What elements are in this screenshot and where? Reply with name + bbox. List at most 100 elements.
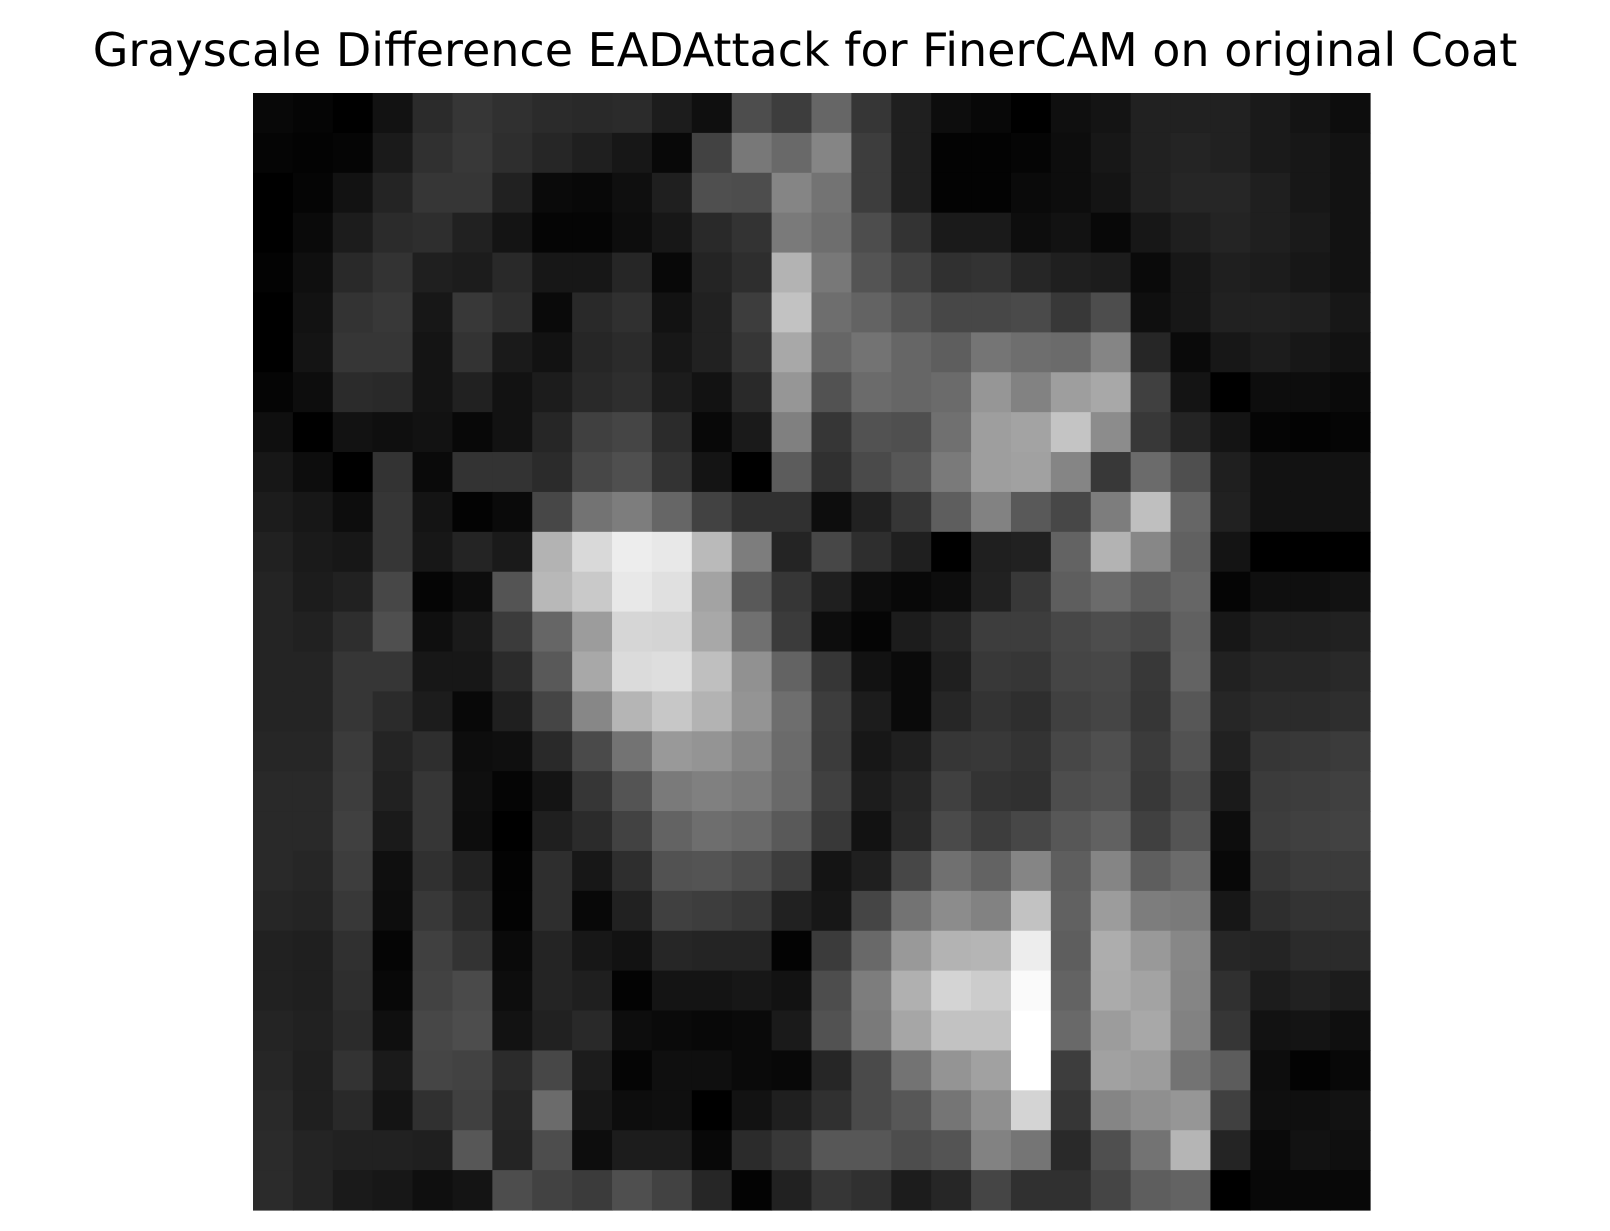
heatmap-cell	[692, 811, 732, 851]
heatmap-cell	[971, 452, 1011, 492]
heatmap-cell	[293, 771, 333, 811]
heatmap-cell	[1290, 1011, 1330, 1051]
heatmap-cell	[253, 532, 293, 572]
heatmap-cell	[931, 612, 971, 652]
heatmap-cell	[1210, 731, 1250, 771]
heatmap-cell	[293, 731, 333, 771]
heatmap-cell	[931, 731, 971, 771]
heatmap-cell	[253, 213, 293, 253]
heatmap-cell	[492, 1170, 532, 1210]
heatmap-cell	[1171, 412, 1211, 452]
heatmap-cell	[413, 133, 453, 173]
heatmap-cell	[452, 292, 492, 332]
heatmap-cell	[1051, 253, 1091, 293]
heatmap-cell	[812, 691, 852, 731]
heatmap-cell	[1051, 532, 1091, 572]
heatmap-cell	[1210, 213, 1250, 253]
heatmap-cell	[1051, 372, 1091, 412]
heatmap-cell	[492, 492, 532, 532]
heatmap-cell	[1131, 931, 1171, 971]
heatmap-cell	[772, 652, 812, 692]
heatmap-cell	[452, 652, 492, 692]
heatmap-cell	[891, 93, 931, 133]
heatmap-cell	[572, 133, 612, 173]
heatmap-cell	[1290, 731, 1330, 771]
heatmap-cell	[732, 572, 772, 612]
heatmap-cell	[612, 173, 652, 213]
heatmap-cell	[1131, 372, 1171, 412]
heatmap-cell	[1051, 572, 1091, 612]
heatmap-cell	[1250, 612, 1290, 652]
heatmap-cell	[1330, 1050, 1370, 1090]
heatmap-cell	[1011, 891, 1051, 931]
heatmap-cell	[971, 652, 1011, 692]
heatmap-cell	[732, 971, 772, 1011]
heatmap-cell	[851, 891, 891, 931]
heatmap-cell	[572, 1050, 612, 1090]
heatmap-cell	[452, 253, 492, 293]
heatmap-cell	[293, 213, 333, 253]
heatmap-cell	[1290, 572, 1330, 612]
heatmap-cell	[572, 612, 612, 652]
heatmap-cell	[413, 532, 453, 572]
heatmap-cell	[373, 612, 413, 652]
heatmap-cell	[772, 412, 812, 452]
heatmap-cell	[293, 492, 333, 532]
heatmap-cell	[1011, 572, 1051, 612]
heatmap-cell	[931, 691, 971, 731]
heatmap-cell	[692, 452, 732, 492]
heatmap-cell	[333, 931, 373, 971]
heatmap-cell	[373, 1170, 413, 1210]
heatmap-cell	[1330, 412, 1370, 452]
heatmap-cell	[732, 332, 772, 372]
heatmap-cell	[931, 372, 971, 412]
heatmap-cell	[253, 652, 293, 692]
heatmap-cell	[532, 1130, 572, 1170]
heatmap-cell	[1250, 253, 1290, 293]
heatmap-cell	[1051, 811, 1091, 851]
heatmap-cell	[253, 133, 293, 173]
heatmap-cell	[1290, 1050, 1330, 1090]
heatmap-cell	[572, 492, 612, 532]
heatmap-cell	[1250, 691, 1290, 731]
heatmap-cell	[1171, 93, 1211, 133]
heatmap-cell	[971, 412, 1011, 452]
heatmap-cell	[692, 612, 732, 652]
heatmap-cell	[452, 811, 492, 851]
heatmap-cell	[373, 891, 413, 931]
heatmap-cell	[1131, 612, 1171, 652]
heatmap-cell	[572, 652, 612, 692]
heatmap-cell	[1091, 213, 1131, 253]
heatmap-cell	[652, 612, 692, 652]
heatmap-cell	[1330, 731, 1370, 771]
heatmap-cell	[1330, 452, 1370, 492]
heatmap-cell	[413, 971, 453, 1011]
heatmap-cell	[413, 811, 453, 851]
heatmap-cell	[692, 332, 732, 372]
heatmap-cell	[572, 532, 612, 572]
heatmap-cell	[1210, 691, 1250, 731]
heatmap-cell	[1290, 133, 1330, 173]
heatmap-cell	[253, 372, 293, 412]
heatmap-cell	[1250, 971, 1290, 1011]
heatmap-cell	[652, 1170, 692, 1210]
heatmap-cell	[1250, 652, 1290, 692]
heatmap-plot	[253, 93, 1370, 1210]
heatmap-cell	[373, 452, 413, 492]
heatmap-cell	[772, 93, 812, 133]
heatmap-cell	[452, 452, 492, 492]
heatmap-cell	[373, 1090, 413, 1130]
heatmap-cell	[1131, 1090, 1171, 1130]
heatmap-cell	[1290, 532, 1330, 572]
chart-title: Grayscale Difference EADAttack for Finer…	[0, 22, 1610, 78]
heatmap-cell	[1250, 372, 1290, 412]
heatmap-cell	[772, 1130, 812, 1170]
heatmap-cell	[492, 691, 532, 731]
heatmap-cell	[1051, 173, 1091, 213]
heatmap-cell	[851, 1090, 891, 1130]
heatmap-cell	[612, 1050, 652, 1090]
heatmap-cell	[293, 811, 333, 851]
heatmap-cell	[971, 931, 1011, 971]
heatmap-cell	[692, 412, 732, 452]
heatmap-cell	[891, 811, 931, 851]
